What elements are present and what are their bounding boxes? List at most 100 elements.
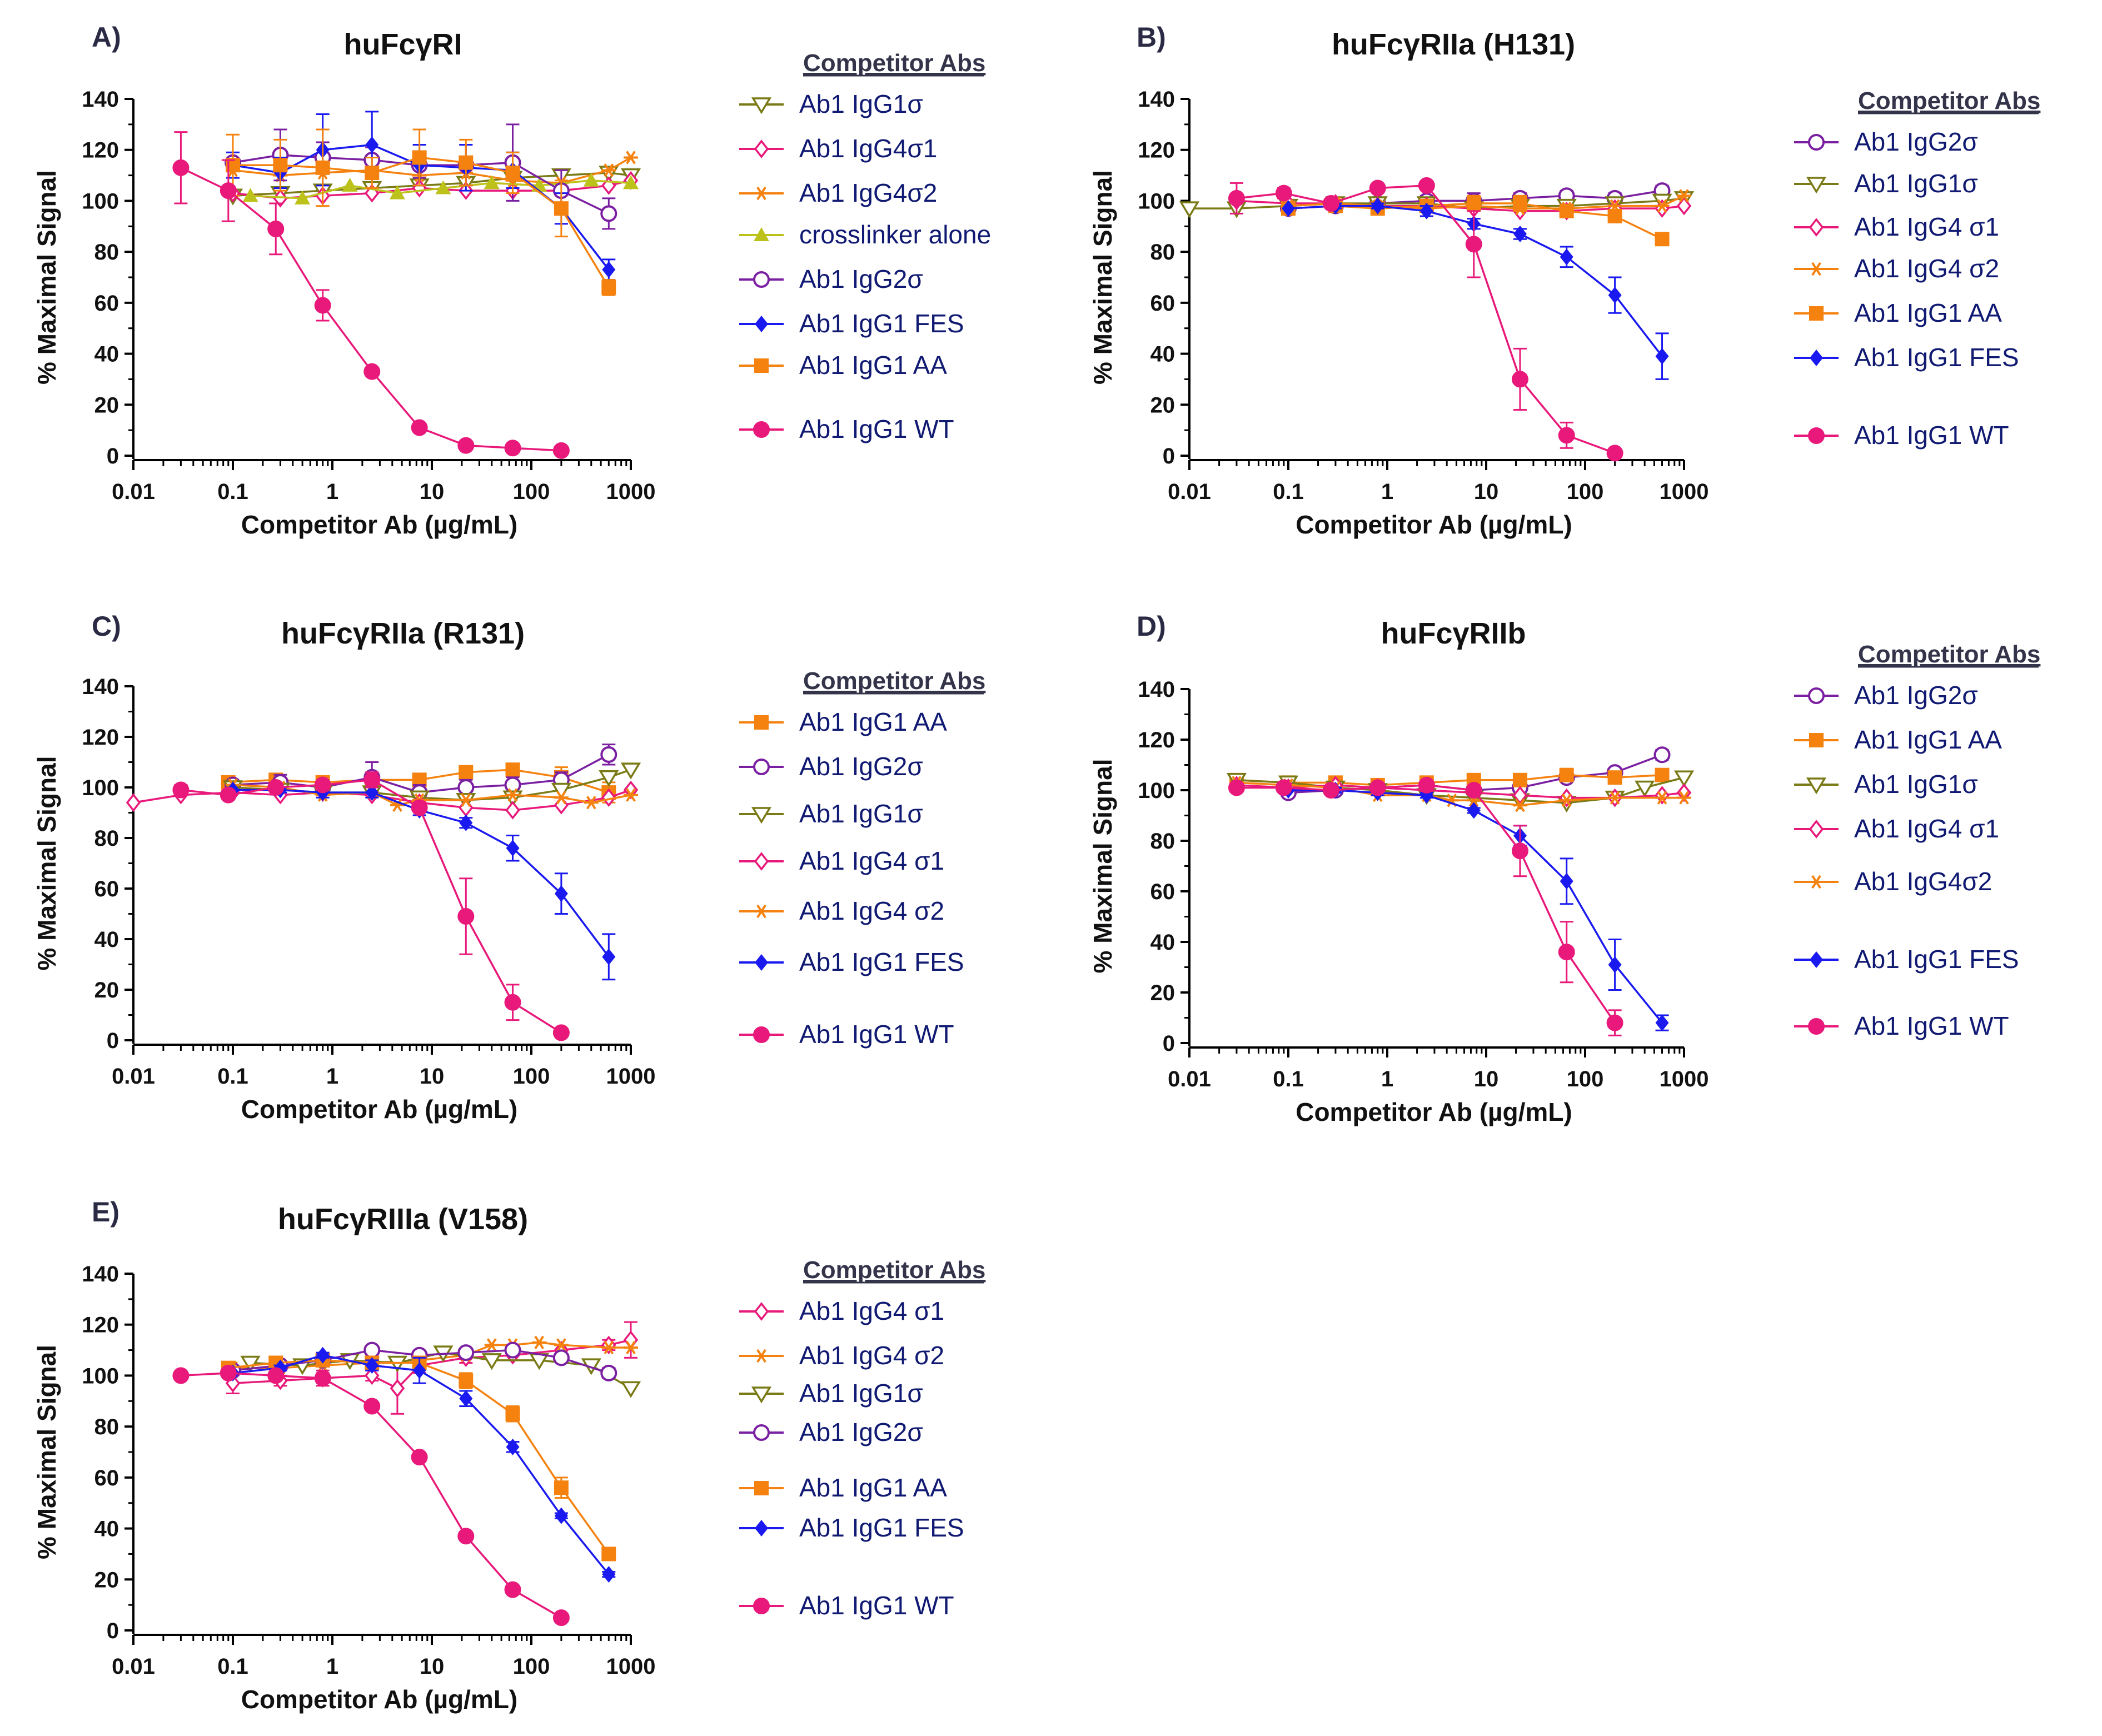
data-point (484, 1338, 499, 1352)
legend-item: Ab1 IgG1 WT (739, 1591, 954, 1620)
data-point (1369, 779, 1386, 796)
legend-label: Ab1 IgG1 FES (799, 309, 964, 338)
legend-marker (754, 715, 769, 730)
data-point (623, 175, 639, 189)
data-point (363, 1341, 381, 1359)
y-tick-label: 20 (94, 393, 119, 417)
legend-item: Ab1 IgG1 AA (1794, 298, 2002, 327)
y-tick-label: 40 (1150, 930, 1175, 955)
x-tick-label: 100 (513, 1654, 550, 1679)
data-point (411, 799, 428, 816)
legend: Competitor Abs Ab1 IgG2σ Ab1 IgG1σ Ab1 IgG4… (1794, 87, 2040, 450)
data-point (624, 1340, 638, 1355)
x-tick-label: 10 (420, 480, 445, 504)
legend-item: Ab1 IgG1 WT (1794, 421, 2009, 450)
legend-label: Ab1 IgG1 WT (799, 1020, 954, 1049)
legend-marker (754, 1349, 769, 1363)
series (226, 1346, 616, 1583)
y-tick-label: 0 (107, 444, 119, 468)
legend-label: Ab1 IgG4σ2 (799, 178, 937, 207)
data-point (240, 1355, 261, 1373)
legend-marker (1809, 820, 1824, 839)
data-point (554, 796, 569, 815)
y-axis-label: % Maximal Signal (1088, 759, 1117, 973)
x-axis-label: Competitor Ab (µg/mL) (241, 510, 518, 539)
data-point (601, 788, 616, 807)
y-tick-label: 20 (94, 1568, 119, 1592)
data-point (1275, 779, 1292, 796)
legend-label: Ab1 IgG4 σ1 (1854, 212, 1999, 241)
data-point (365, 784, 379, 801)
data-point (484, 175, 500, 189)
data-point (1465, 236, 1482, 253)
legend: Competitor Abs Ab1 IgG1 AA Ab1 IgG2σ Ab1 Ig… (739, 667, 985, 1049)
y-tick-label: 100 (82, 189, 119, 213)
y-tick-label: 60 (94, 877, 119, 901)
x-tick-label: 0.01 (112, 1064, 155, 1089)
x-tick-label: 1000 (1660, 480, 1709, 504)
series (222, 762, 641, 810)
data-point (1322, 782, 1339, 799)
data-point (220, 786, 237, 804)
data-point (1419, 202, 1433, 220)
legend-label: Ab1 IgG1 FES (799, 1513, 964, 1542)
data-point (363, 363, 381, 380)
legend-item: Ab1 IgG2σ (739, 752, 923, 781)
data-point (459, 793, 474, 807)
data-point (600, 205, 617, 222)
data-point (620, 762, 641, 780)
data-point (554, 885, 568, 902)
data-point (623, 780, 639, 800)
data-point (1655, 1014, 1669, 1031)
legend-label: Ab1 IgG1 AA (799, 1473, 947, 1502)
data-point (1559, 203, 1574, 218)
y-tick-label: 100 (82, 776, 119, 800)
series (226, 128, 616, 296)
data-point (1559, 794, 1574, 807)
y-tick-label: 0 (107, 1619, 119, 1643)
data-point (506, 840, 520, 857)
data-point (1558, 944, 1575, 961)
data-point (457, 1528, 475, 1545)
legend-item: Ab1 IgG2σ (1794, 681, 1978, 710)
panel-letter: B) (1137, 22, 1166, 53)
legend-label: Ab1 IgG1 FES (799, 947, 964, 976)
y-tick-label: 0 (1163, 1031, 1175, 1056)
legend-marker (753, 759, 770, 775)
data-point (1607, 208, 1622, 223)
y-tick-label: 0 (107, 1029, 119, 1053)
data-point (1635, 780, 1655, 797)
data-point (273, 189, 288, 208)
legend-item: Ab1 IgG1 WT (739, 1020, 954, 1049)
data-point (126, 793, 141, 812)
x-tick-label: 10 (1474, 1067, 1499, 1091)
data-point (1465, 782, 1482, 799)
x-tick-label: 1 (326, 1654, 338, 1679)
data-point (1655, 791, 1670, 805)
panel-letter: D) (1137, 611, 1166, 642)
x-tick-label: 100 (513, 480, 550, 504)
legend-label: Ab1 IgG1 AA (1854, 725, 2002, 754)
data-point (457, 1344, 475, 1361)
data-point (504, 440, 521, 457)
legend: Competitor Abs Ab1 IgG2σ Ab1 IgG1 AA Ab1 Ig… (1794, 641, 2040, 1040)
data-point (600, 1364, 617, 1381)
legend-item: Ab1 IgG2σ (1794, 127, 1978, 156)
x-tick-label: 1 (326, 1064, 338, 1089)
series-line (1189, 197, 1685, 209)
legend-label: Ab1 IgG1 FES (1854, 343, 2019, 372)
legend-label: Ab1 IgG2σ (799, 1418, 923, 1446)
legend-item: Ab1 IgG1 WT (739, 415, 954, 443)
series-line (1288, 194, 1685, 209)
legend-label: Ab1 IgG4 σ2 (799, 1341, 944, 1370)
panel-letter: A) (92, 22, 121, 53)
legend-item: Ab1 IgG1 FES (1794, 945, 2019, 974)
legend-item: Ab1 IgG4σ2 (1794, 867, 1992, 896)
legend-label: Ab1 IgG2σ (799, 265, 923, 293)
data-point (504, 1341, 521, 1359)
data-point (1607, 791, 1622, 805)
legend-label: Ab1 IgG2σ (1854, 681, 1978, 710)
legend-label: Ab1 IgG1σ (799, 799, 923, 828)
legend-item: Ab1 IgG2σ (739, 265, 923, 293)
data-point (363, 1398, 381, 1415)
